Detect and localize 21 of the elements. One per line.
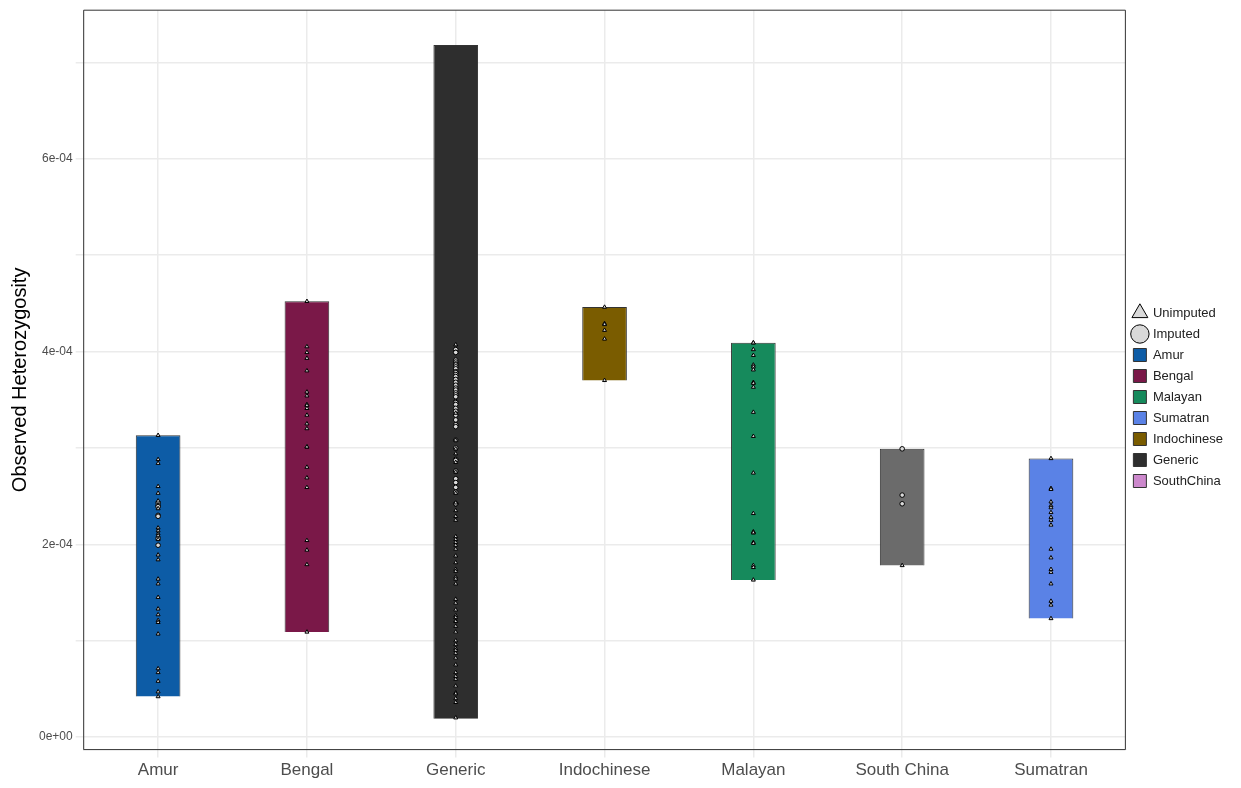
y-axis-title: Observed Heterozygosity (7, 267, 30, 493)
y-tick-label: 2e-04 (42, 536, 74, 551)
legend-label: Sumatran (1152, 409, 1210, 425)
y-tick-label: 0e+00 (39, 729, 74, 744)
legend-label: Bengal (1152, 367, 1194, 383)
x-tick-label: Bengal (280, 760, 334, 780)
legend-label: Imputed (1152, 325, 1200, 341)
y-tick-label: 4e-04 (42, 343, 74, 358)
y-tick-label: 6e-04 (42, 150, 74, 165)
x-tick-label: Indochinese (558, 760, 651, 780)
legend-label: Amur (1152, 346, 1185, 362)
legend-label: Malayan (1152, 388, 1203, 404)
legend-label: SouthChina (1152, 472, 1222, 488)
x-tick-label: Malayan (721, 760, 786, 780)
x-tick-label: Amur (137, 760, 179, 780)
legend-label: Indochinese (1152, 430, 1224, 446)
x-tick-label: Generic (425, 760, 486, 780)
legend-label: Unimputed (1152, 304, 1216, 320)
legend-label: Generic (1152, 451, 1199, 467)
x-tick-label: South China (855, 760, 950, 780)
x-tick-label: Sumatran (1014, 760, 1088, 780)
